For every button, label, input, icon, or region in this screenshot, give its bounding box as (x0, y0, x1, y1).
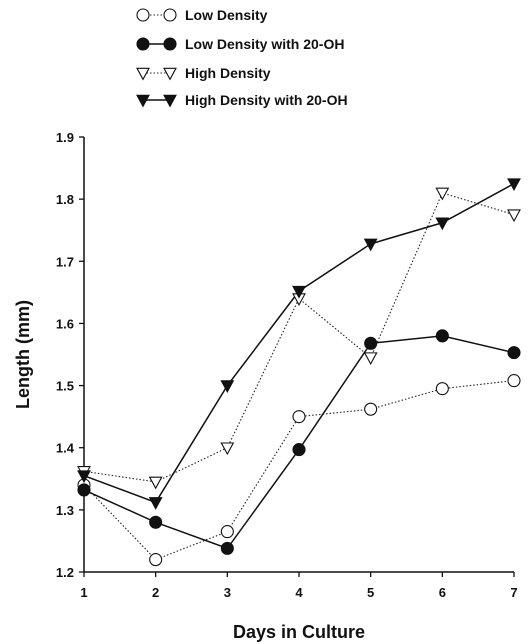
legend-item: Low Density with 20-OH (136, 36, 344, 52)
data-point-low-density (364, 402, 378, 416)
legend-item: Low Density (136, 7, 268, 23)
data-point-high-density-with-20-oh (363, 238, 378, 252)
y-tick-label: 1.9 (56, 130, 74, 145)
x-axis-title: Days in Culture (233, 622, 365, 642)
y-tick-label: 1.4 (56, 441, 75, 456)
series-line-low-density-with-20-oh (83, 335, 515, 550)
data-point-high-density (220, 442, 235, 456)
legend-label-high-density-with-20-oh: High Density with 20-OH (185, 92, 348, 108)
x-tick-label: 7 (510, 585, 517, 600)
y-tick-label: 1.2 (56, 565, 74, 580)
x-tick-label: 4 (295, 585, 303, 600)
x-tick-label: 2 (152, 585, 159, 600)
data-point-low-density (507, 374, 521, 388)
data-point-high-density (435, 187, 450, 201)
legend-marker (136, 67, 150, 81)
series-markers (77, 178, 521, 567)
y-tick-label: 1.6 (56, 316, 74, 331)
legend-label-low-density: Low Density (185, 7, 268, 23)
plot-area: 1 2 3 4 5 6 7 1.2 1.3 1.4 1.5 1.6 1.7 1.8 1.9 (56, 130, 521, 600)
data-point-high-density-with-20-oh (220, 380, 235, 394)
data-point-low-density-with-20-oh (507, 346, 521, 360)
data-point-low-density-with-20-oh (77, 483, 91, 497)
data-point-high-density (507, 209, 521, 223)
data-point-low-density-with-20-oh (220, 541, 234, 555)
y-axis-title: Length (mm) (13, 300, 33, 409)
legend-marker (136, 37, 150, 51)
x-tick-label: 6 (439, 585, 446, 600)
axis-ticks: 1 2 3 4 5 6 7 1.2 1.3 1.4 1.5 1.6 1.7 1.8 1.9 (56, 130, 518, 600)
data-point-low-density-with-20-oh (364, 336, 378, 350)
data-point-low-density (435, 382, 449, 396)
legend-marker (163, 8, 177, 22)
data-point-high-density-with-20-oh (148, 497, 163, 510)
data-point-low-density (149, 553, 163, 567)
data-point-low-density-with-20-oh (149, 515, 163, 529)
data-point-low-density (292, 410, 306, 424)
legend-item: High Density with 20-OH (136, 92, 348, 108)
data-point-high-density (148, 476, 163, 490)
legend-marker (163, 94, 177, 108)
legend-item: High Density (136, 65, 271, 81)
legend-marker (136, 94, 150, 108)
data-point-high-density-with-20-oh (77, 470, 91, 484)
data-point-high-density (363, 352, 378, 366)
y-tick-label: 1.5 (56, 379, 74, 394)
legend: Low Density Low Density with 20-OH High De… (136, 7, 348, 108)
y-tick-label: 1.7 (56, 254, 74, 269)
legend-marker (136, 8, 150, 22)
data-point-low-density (220, 525, 234, 539)
data-point-high-density-with-20-oh (292, 285, 306, 299)
legend-marker (163, 67, 177, 81)
data-point-high-density-with-20-oh (435, 217, 450, 231)
series-lines (83, 182, 515, 561)
x-tick-label: 3 (224, 585, 231, 600)
legend-label-low-density-with-20-oh: Low Density with 20-OH (185, 36, 344, 52)
y-tick-label: 1.8 (56, 192, 74, 207)
x-tick-label: 5 (367, 585, 374, 600)
data-point-low-density-with-20-oh (292, 443, 306, 457)
x-tick-label: 1 (80, 585, 87, 600)
data-point-high-density-with-20-oh (507, 178, 521, 192)
y-tick-label: 1.3 (56, 503, 74, 518)
data-point-low-density-with-20-oh (435, 329, 449, 343)
legend-marker (163, 37, 177, 51)
series-line-low-density (83, 380, 515, 561)
legend-label-high-density: High Density (185, 65, 271, 81)
